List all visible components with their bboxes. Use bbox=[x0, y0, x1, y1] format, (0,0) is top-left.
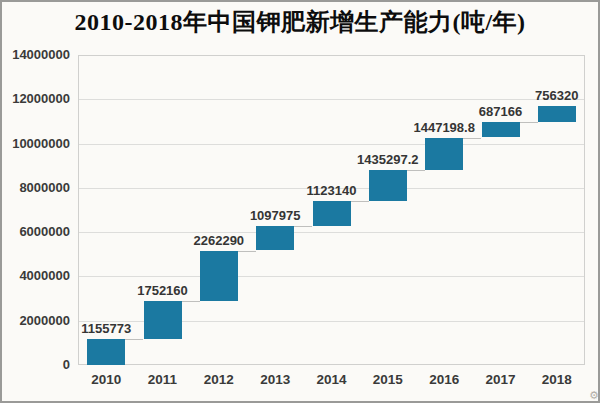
bar-value-label: 1435297.2 bbox=[357, 153, 418, 167]
connector-line bbox=[294, 226, 312, 227]
y-tick-label: 0 bbox=[0, 357, 70, 373]
x-tick-label: 2012 bbox=[191, 371, 247, 389]
gridline bbox=[79, 232, 584, 233]
x-tick-label: 2017 bbox=[472, 371, 528, 389]
bar bbox=[425, 138, 463, 170]
y-tick-label: 10000000 bbox=[0, 136, 70, 152]
gridline bbox=[79, 276, 584, 277]
connector-line bbox=[520, 122, 538, 123]
connector-line bbox=[238, 251, 256, 252]
x-tick-label: 2013 bbox=[247, 371, 303, 389]
chart-frame: 2010-2018年中国钾肥新增生产能力(吨/年) ⚙ 0 2000000 4000… bbox=[0, 0, 600, 403]
gridline bbox=[79, 144, 584, 145]
connector-line bbox=[463, 138, 481, 139]
bar bbox=[538, 106, 576, 123]
bar-value-label: 1752160 bbox=[137, 284, 188, 298]
connector-line bbox=[182, 301, 200, 302]
connector-line bbox=[125, 339, 143, 340]
y-tick-label: 12000000 bbox=[0, 91, 70, 107]
y-tick-label: 8000000 bbox=[0, 180, 70, 196]
connector-line bbox=[351, 201, 369, 202]
bar bbox=[87, 339, 125, 365]
bar-value-label: 1447198.8 bbox=[413, 121, 474, 135]
bar-value-label: 687166 bbox=[479, 105, 522, 119]
y-tick-label: 2000000 bbox=[0, 313, 70, 329]
x-tick-label: 2010 bbox=[78, 371, 134, 389]
bar bbox=[369, 170, 407, 202]
bar bbox=[256, 226, 294, 250]
x-tick-label: 2014 bbox=[303, 371, 359, 389]
connector-line bbox=[407, 170, 425, 171]
bar bbox=[200, 251, 238, 301]
chart-title: 2010-2018年中国钾肥新增生产能力(吨/年) bbox=[0, 6, 600, 38]
bar-value-label: 756320 bbox=[535, 89, 578, 103]
x-tick-label: 2015 bbox=[360, 371, 416, 389]
y-tick-label: 6000000 bbox=[0, 224, 70, 240]
x-tick-label: 2016 bbox=[416, 371, 472, 389]
gridline bbox=[79, 99, 584, 100]
bar bbox=[313, 201, 351, 226]
bar-value-label: 2262290 bbox=[193, 234, 244, 248]
y-tick-label: 4000000 bbox=[0, 268, 70, 284]
bar bbox=[482, 122, 520, 137]
bar-value-label: 1123140 bbox=[307, 184, 357, 198]
bar bbox=[144, 301, 182, 340]
x-tick-label: 2011 bbox=[134, 371, 190, 389]
x-tick-label: 2018 bbox=[529, 371, 585, 389]
gear-icon: ⚙ bbox=[589, 390, 599, 401]
y-tick-label: 14000000 bbox=[0, 47, 70, 63]
bar-value-label: 1155773 bbox=[81, 322, 131, 336]
bar-value-label: 1097975 bbox=[250, 209, 301, 223]
